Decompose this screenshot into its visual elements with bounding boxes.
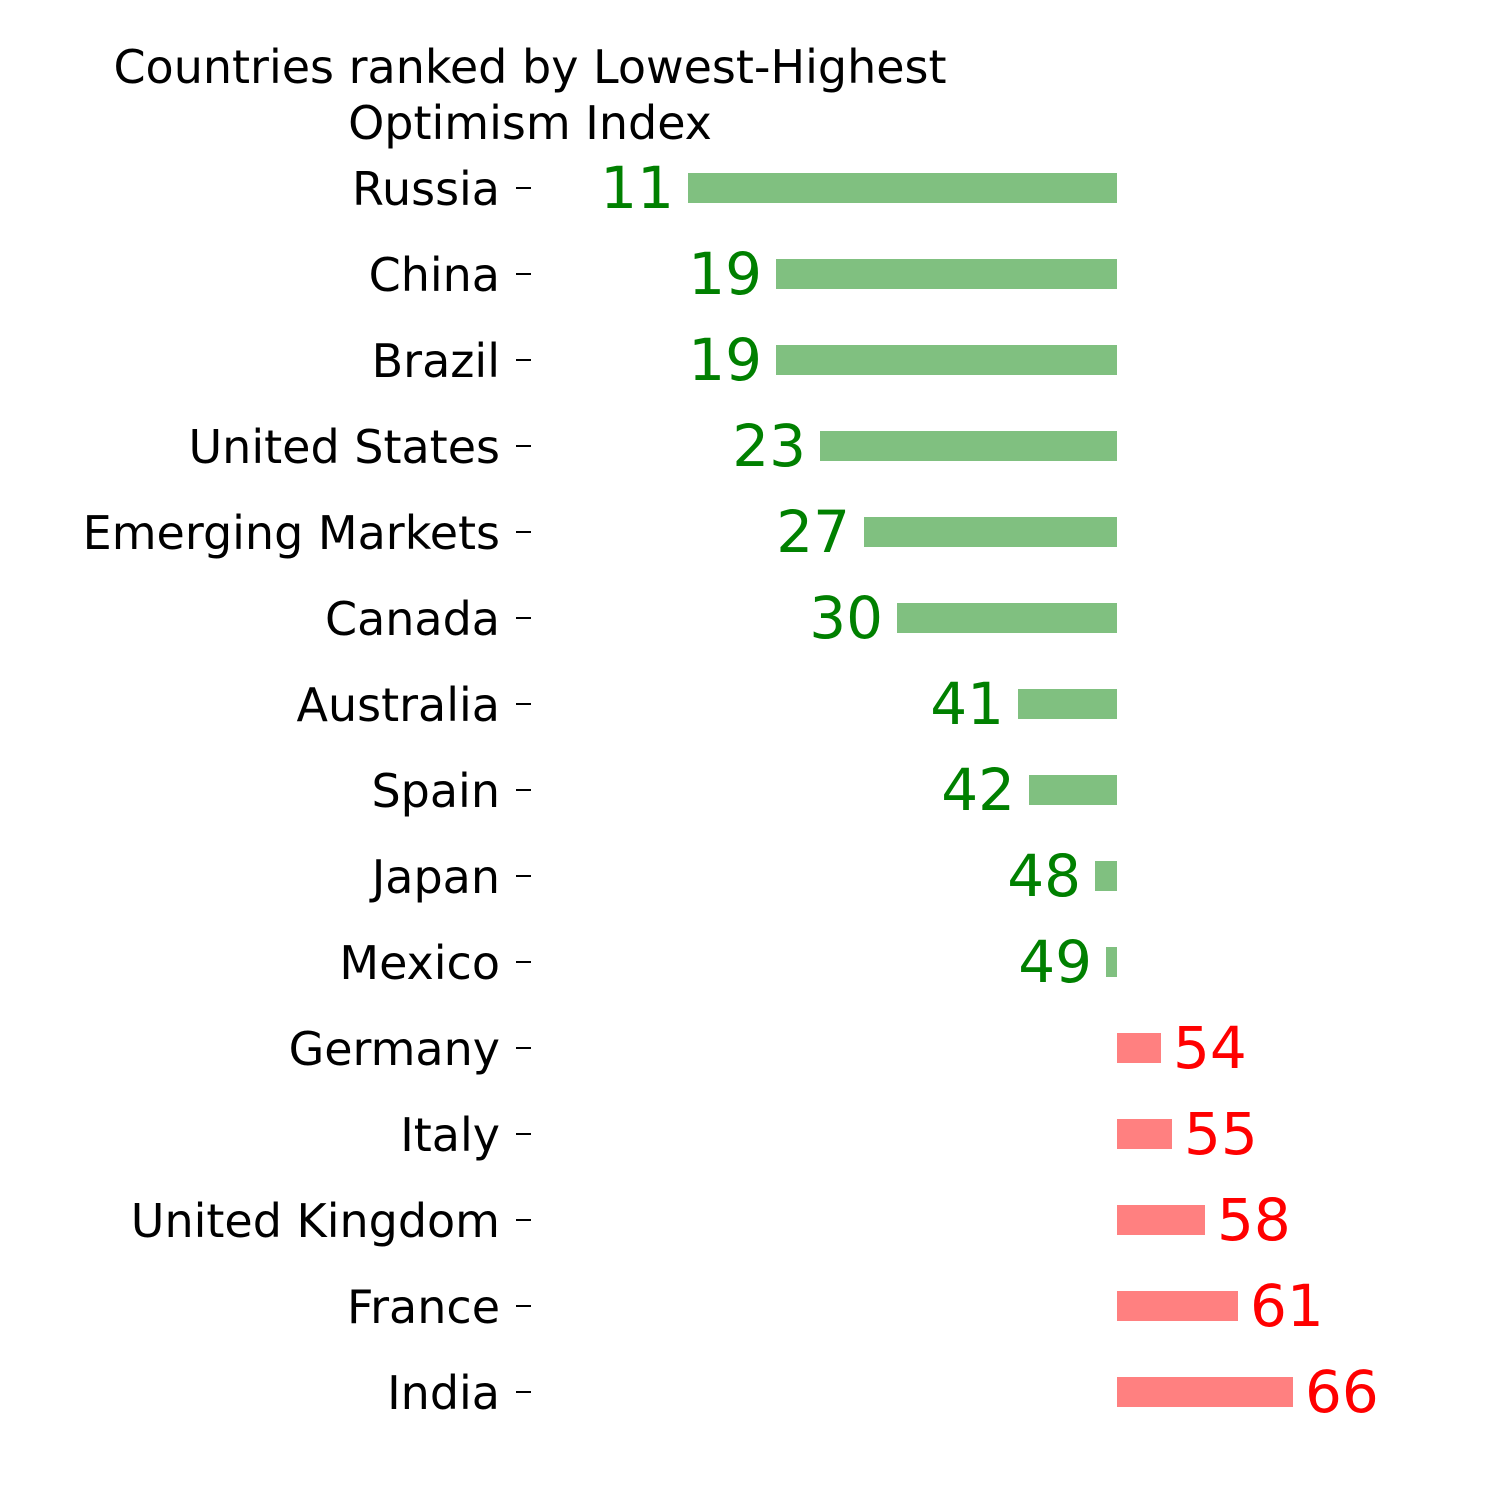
- tick-marks: [516, 187, 531, 1393]
- category-label: United States: [189, 420, 501, 474]
- value-label: 61: [1250, 1272, 1324, 1340]
- bar: [1106, 947, 1117, 977]
- category-labels: Russia China Brazil United States Emerging M…: [83, 162, 500, 1420]
- value-label: 30: [809, 584, 883, 652]
- bar: [1095, 861, 1117, 891]
- bar: [688, 173, 1117, 203]
- value-label: 58: [1217, 1186, 1291, 1254]
- bars: [688, 173, 1293, 1407]
- chart-title-line: Countries ranked by Lowest-Highest: [113, 40, 946, 94]
- value-label: 23: [732, 412, 806, 480]
- value-label: 48: [1007, 842, 1081, 910]
- value-label: 41: [930, 670, 1004, 738]
- category-label: Canada: [325, 592, 500, 646]
- value-label: 49: [1018, 928, 1092, 996]
- category-label: United Kingdom: [131, 1194, 500, 1248]
- bar: [864, 517, 1117, 547]
- category-label: Spain: [371, 764, 500, 818]
- value-label: 27: [776, 498, 850, 566]
- value-label: 55: [1184, 1100, 1258, 1168]
- value-label: 19: [688, 240, 762, 308]
- bar: [1117, 1377, 1293, 1407]
- bar: [1117, 1119, 1172, 1149]
- category-label: Mexico: [339, 936, 500, 990]
- bar: [1117, 1291, 1238, 1321]
- bar: [776, 345, 1117, 375]
- category-label: Russia: [352, 162, 500, 216]
- bar: [1029, 775, 1117, 805]
- category-label: Australia: [297, 678, 500, 732]
- category-label: Emerging Markets: [83, 506, 500, 560]
- chart-title-line: Optimism Index: [348, 96, 712, 150]
- value-label: 42: [941, 756, 1015, 824]
- bar: [820, 431, 1117, 461]
- category-label: Brazil: [372, 334, 500, 388]
- value-label: 54: [1173, 1014, 1247, 1082]
- category-label: Japan: [369, 850, 500, 904]
- bar: [897, 603, 1117, 633]
- category-label: Italy: [400, 1108, 500, 1162]
- category-label: France: [347, 1280, 500, 1334]
- bar: [1018, 689, 1117, 719]
- value-label: 11: [600, 154, 674, 222]
- bar: [1117, 1205, 1205, 1235]
- bar: [1117, 1033, 1161, 1063]
- chart-title: Countries ranked by Lowest-Highest Optimi…: [113, 40, 946, 150]
- value-label: 19: [688, 326, 762, 394]
- chart-title-text: Countries ranked by Lowest-Highest Optimi…: [113, 40, 946, 150]
- value-label: 66: [1305, 1358, 1379, 1426]
- bar: [776, 259, 1117, 289]
- category-label: India: [387, 1366, 500, 1420]
- category-label: China: [369, 248, 500, 302]
- category-label: Germany: [289, 1022, 500, 1076]
